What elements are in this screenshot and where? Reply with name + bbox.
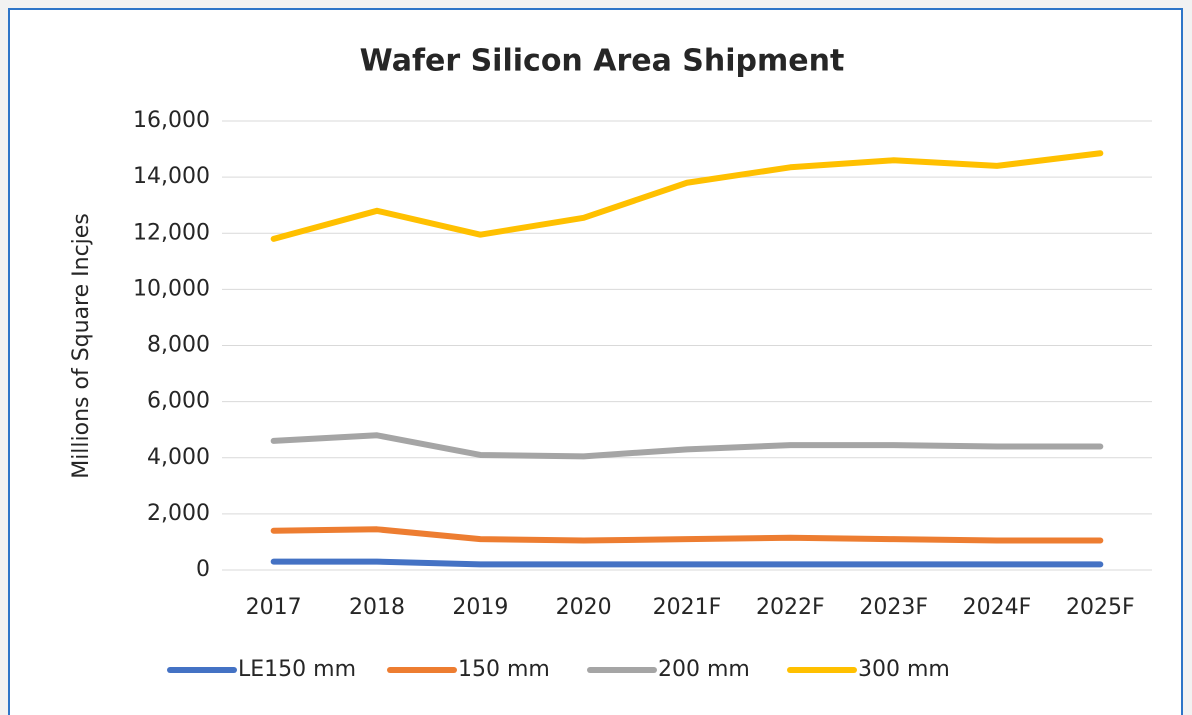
legend-label: 150 mm [458,657,550,682]
y-tick-label: 4,000 [147,445,210,470]
x-tick-label: 2021F [653,595,722,620]
chart-title: Wafer Silicon Area Shipment [360,44,845,79]
legend-label: LE150 mm [238,657,356,682]
x-tick-label: 2023F [859,595,928,620]
x-tick-label: 2022F [756,595,825,620]
x-tick-label: 2018 [349,595,405,620]
x-tick-label: 2025F [1066,595,1135,620]
y-tick-label: 8,000 [147,333,210,358]
chart-frame [8,8,1183,715]
y-tick-label: 14,000 [133,164,210,189]
y-tick-label: 0 [196,557,210,582]
legend-label: 200 mm [658,657,750,682]
y-tick-label: 12,000 [133,220,210,245]
y-tick-label: 16,000 [133,108,210,133]
x-tick-label: 2024F [963,595,1032,620]
x-tick-label: 2017 [246,595,302,620]
y-tick-label: 2,000 [147,501,210,526]
y-axis-label: Millions of Square Incjes [69,213,94,479]
y-tick-label: 6,000 [147,389,210,414]
x-tick-label: 2020 [556,595,612,620]
series-line [270,432,1104,460]
series-line [270,526,1104,544]
y-tick-label: 10,000 [133,276,210,301]
legend-label: 300 mm [858,657,950,682]
x-tick-label: 2019 [452,595,508,620]
series-line [270,558,1104,568]
series-line [270,150,1104,242]
